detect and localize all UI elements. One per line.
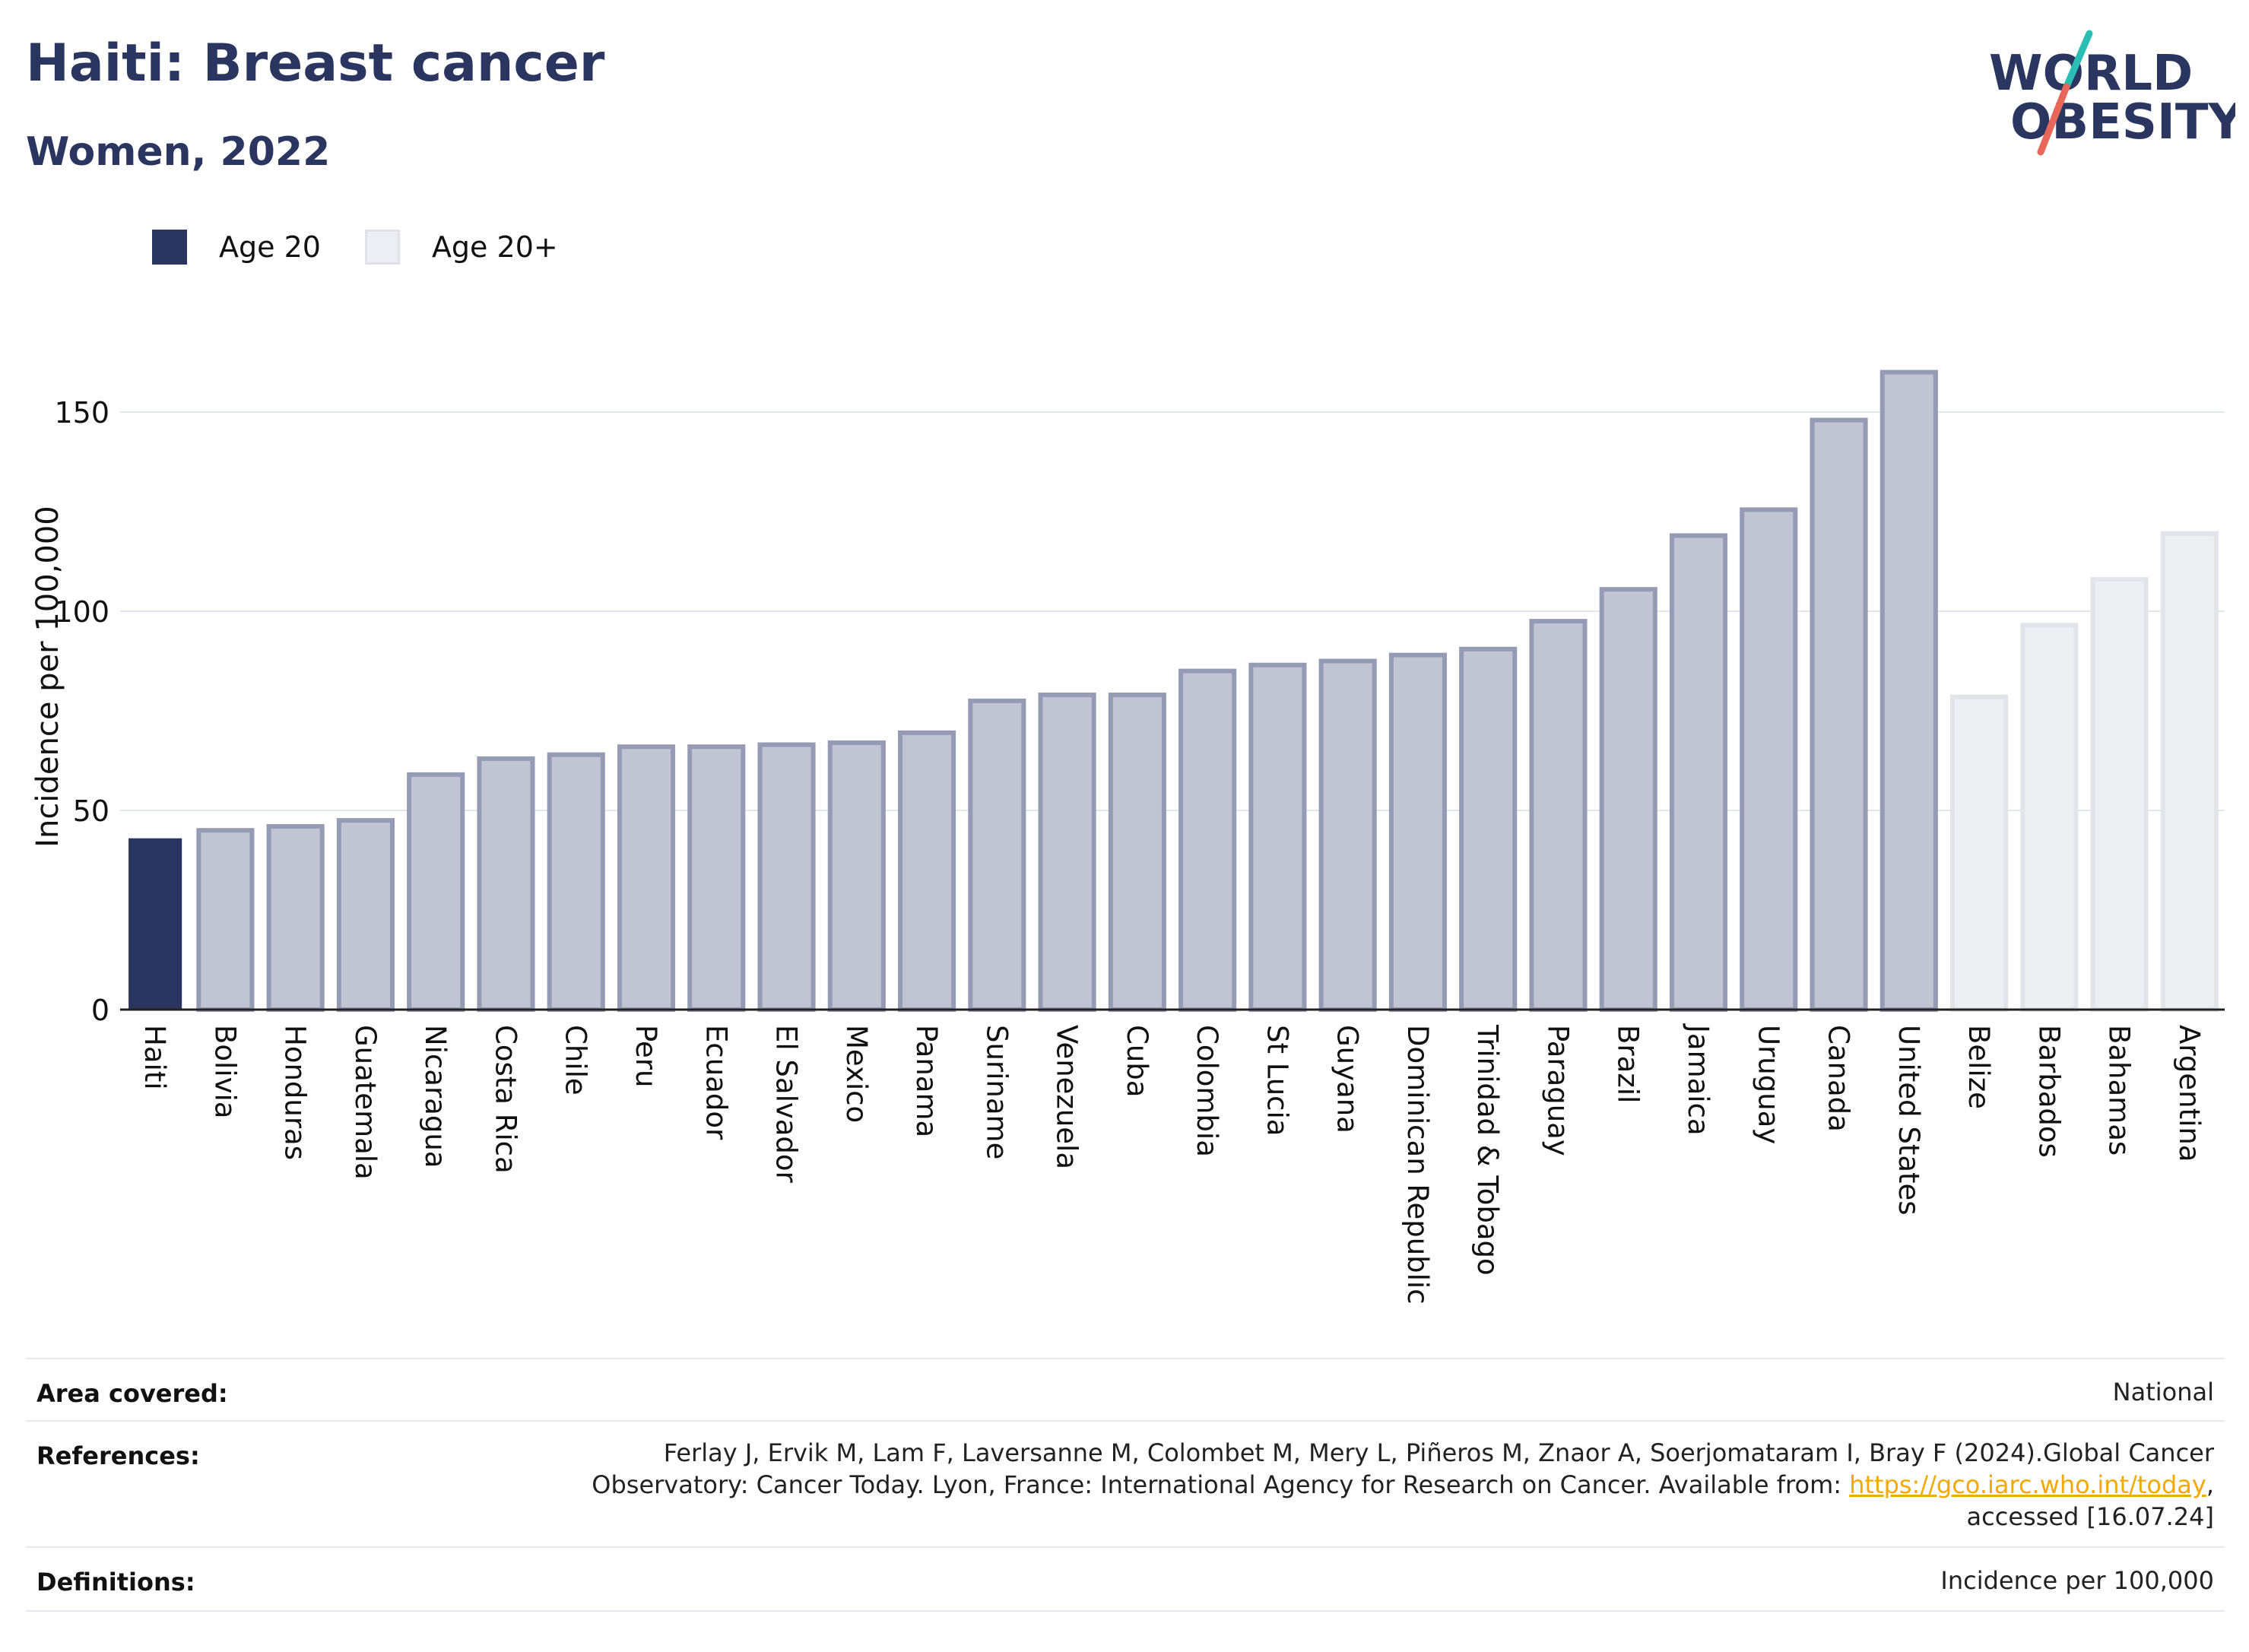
x-tick-label: Brazil — [1612, 1025, 1645, 1103]
logo-text-world: WORLD — [1989, 46, 2193, 102]
logo-slash-coral — [2037, 83, 2070, 156]
bar-bahamas[interactable] — [2090, 577, 2149, 1012]
x-tick-label: Nicaragua — [419, 1025, 452, 1168]
x-tick-label: Haiti — [138, 1025, 171, 1090]
chart-subtitle: Women, 2022 — [26, 129, 331, 175]
x-tick-label: Jamaica — [1682, 1023, 1715, 1136]
x-tick-label: Paraguay — [1541, 1025, 1574, 1156]
x-tick-label: Chile — [560, 1025, 592, 1096]
x-tick-label: Argentina — [2173, 1025, 2206, 1162]
bar-chile[interactable] — [547, 752, 605, 1012]
definitions-key: Definitions: — [36, 1568, 195, 1597]
y-tick-label: 50 — [73, 794, 109, 828]
info-row-references: References: Ferlay J, Ervik M, Lam F, La… — [26, 1420, 2225, 1548]
x-tick-label: Costa Rica — [489, 1025, 522, 1174]
bar-chart: 0 50 100 150 Haiti Bolivia Honduras Guatemala N… — [30, 369, 2225, 1305]
bar-belize[interactable] — [1950, 694, 2009, 1012]
x-tick-labels: Haiti Bolivia Honduras Guatemala Nicaragua Co… — [138, 1023, 2206, 1305]
bar-colombia[interactable] — [1178, 668, 1237, 1012]
x-tick-label: Canada — [1822, 1025, 1855, 1132]
y-tick-label: 150 — [54, 396, 109, 430]
x-tick-label: Mexico — [840, 1025, 873, 1123]
logo-slash-teal — [2063, 30, 2093, 90]
bar-barbados[interactable] — [2020, 623, 2079, 1013]
x-tick-label: Barbados — [2032, 1025, 2065, 1158]
legend-item-age-20[interactable]: Age 20 — [152, 230, 321, 265]
bar-argentina[interactable] — [2160, 531, 2219, 1012]
legend-label-age-20: Age 20 — [219, 230, 321, 264]
bar-brazil[interactable] — [1599, 587, 1657, 1012]
bar-ecuador[interactable] — [687, 744, 746, 1012]
references-link[interactable]: https://gco.iarc.who.int/today — [1849, 1470, 2206, 1499]
area-covered-value: National — [2112, 1378, 2214, 1406]
area-covered-key: Area covered: — [36, 1379, 228, 1408]
bar-nicaragua[interactable] — [407, 772, 465, 1013]
bar-panama[interactable] — [898, 730, 956, 1012]
x-tick-label: Suriname — [980, 1025, 1013, 1159]
references-line-2: Observatory: Cancer Today. Lyon, France:… — [592, 1469, 2214, 1501]
bar-jamaica[interactable] — [1669, 533, 1728, 1012]
bar-costa-rica[interactable] — [477, 756, 535, 1012]
bar-canada[interactable] — [1810, 417, 1868, 1012]
bar-honduras[interactable] — [266, 823, 325, 1012]
bar-united-states[interactable] — [1879, 369, 1938, 1013]
y-axis-label: Incidence per 100,000 — [30, 506, 65, 848]
legend: Age 20 Age 20+ — [152, 227, 602, 268]
x-tick-label: Cuba — [1121, 1025, 1153, 1097]
chart-title: Haiti: Breast cancer — [26, 33, 605, 94]
bar-suriname[interactable] — [968, 698, 1026, 1013]
bars — [120, 369, 2225, 1013]
x-tick-label: Bahamas — [2103, 1025, 2136, 1156]
references-line-2-comma: , — [2206, 1470, 2214, 1499]
y-tick-label: 100 — [54, 595, 109, 629]
bar-mexico[interactable] — [827, 740, 886, 1012]
bar-guatemala[interactable] — [336, 818, 395, 1012]
legend-swatch-age-20-plus — [364, 230, 400, 265]
legend-item-age-20-plus[interactable]: Age 20+ — [364, 230, 558, 265]
bar-guyana[interactable] — [1318, 658, 1377, 1012]
y-tick-label: 0 — [91, 994, 109, 1027]
grid — [120, 411, 2225, 811]
y-tick-labels: 0 50 100 150 — [54, 396, 109, 1027]
info-row-area: Area covered: National — [26, 1358, 2225, 1422]
legend-swatch-age-20 — [152, 230, 187, 265]
x-tick-label: Belize — [1962, 1025, 1995, 1109]
bar-el-salvador[interactable] — [757, 742, 816, 1012]
x-tick-label: Guatemala — [349, 1025, 382, 1180]
x-tick-label: United States — [1892, 1025, 1925, 1216]
x-tick-label: Uruguay — [1752, 1025, 1784, 1144]
x-tick-label: Venezuela — [1051, 1025, 1083, 1169]
references-value: Ferlay J, Ervik M, Lam F, Laversanne M, … — [592, 1437, 2214, 1533]
definitions-value: Incidence per 100,000 — [1940, 1566, 2214, 1595]
bar-venezuela[interactable] — [1038, 693, 1096, 1012]
x-tick-label: Honduras — [279, 1025, 312, 1160]
x-tick-label: Trinidad & Tobago — [1471, 1024, 1504, 1276]
world-obesity-logo: WORLD OBESITY — [1989, 30, 2235, 156]
x-tick-label: Peru — [630, 1025, 662, 1087]
bar-peru[interactable] — [617, 744, 676, 1012]
references-line-3: accessed [16.07.24] — [1966, 1502, 2214, 1531]
legend-label-age-20-plus: Age 20+ — [431, 230, 558, 264]
bar-st-lucia[interactable] — [1248, 662, 1307, 1012]
references-line-2-text: Observatory: Cancer Today. Lyon, France:… — [592, 1470, 1850, 1499]
x-tick-label: Bolivia — [208, 1025, 241, 1118]
x-tick-label: Colombia — [1191, 1025, 1223, 1157]
references-key: References: — [36, 1441, 200, 1470]
bar-haiti[interactable] — [128, 838, 182, 1010]
info-row-definitions: Definitions: Incidence per 100,000 — [26, 1546, 2225, 1612]
references-line-1: Ferlay J, Ervik M, Lam F, Laversanne M, … — [663, 1438, 2214, 1467]
bar-cuba[interactable] — [1108, 693, 1166, 1012]
x-tick-label: Panama — [910, 1025, 943, 1137]
x-tick-label: Ecuador — [699, 1025, 732, 1140]
bar-uruguay[interactable] — [1740, 507, 1798, 1012]
x-tick-label: El Salvador — [770, 1025, 803, 1184]
bar-paraguay[interactable] — [1529, 619, 1588, 1012]
x-tick-label: Guyana — [1331, 1025, 1364, 1134]
x-tick-label: Dominican Republic — [1401, 1025, 1434, 1305]
info-table: Area covered: National References: Ferla… — [26, 1358, 2225, 1616]
bar-bolivia[interactable] — [196, 828, 255, 1012]
bar-trinidad-tobago[interactable] — [1459, 646, 1518, 1013]
bar-dominican-republic[interactable] — [1388, 652, 1447, 1012]
x-tick-label: St Lucia — [1261, 1025, 1293, 1136]
